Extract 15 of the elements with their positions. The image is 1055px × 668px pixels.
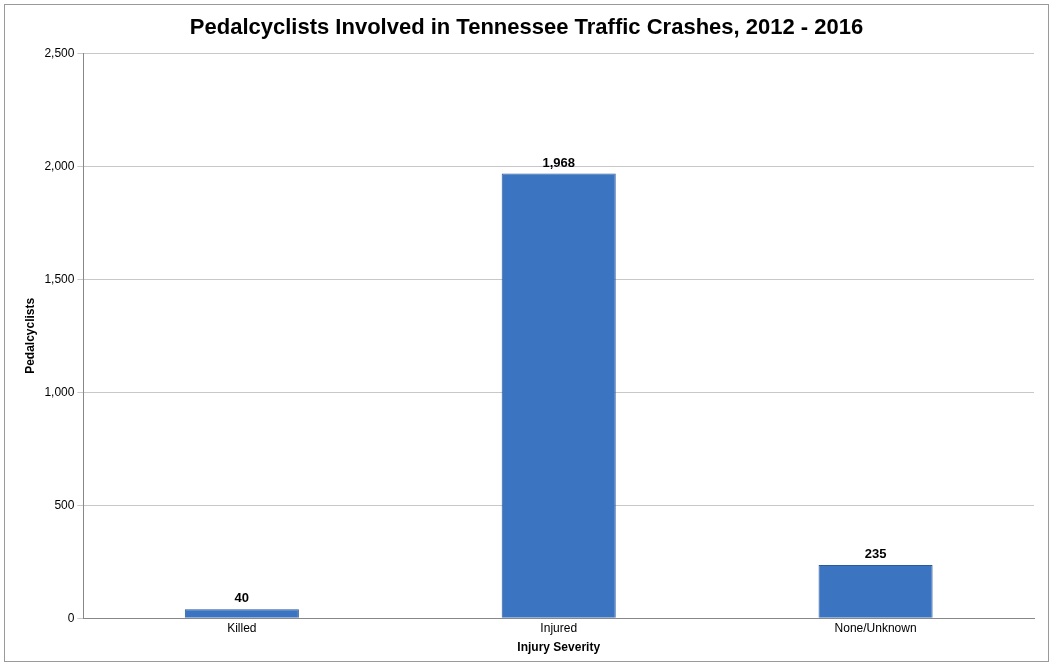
y-tick-label: 1,000 <box>44 384 75 399</box>
data-label: 235 <box>864 546 887 562</box>
y-tick-label: 500 <box>54 497 75 512</box>
y-axis-title: Pedalcyclists <box>22 297 37 374</box>
x-axis-title: Injury Severity <box>517 640 601 655</box>
data-label: 40 <box>234 590 250 606</box>
y-tick-label: 2,500 <box>44 45 75 60</box>
chart-title: Pedalcyclists Involved in Tennessee Traffic Crashes, 2012 - 2016 <box>189 14 864 40</box>
x-tick-label: Injured <box>540 620 578 635</box>
x-tick-label: Killed <box>227 620 257 635</box>
y-tick-label: 0 <box>67 610 75 625</box>
y-tick-label: 2,000 <box>44 158 75 173</box>
x-tick-label: None/Unknown <box>834 620 917 635</box>
y-tick-label: 1,500 <box>44 271 75 286</box>
data-label: 1,968 <box>542 154 575 170</box>
